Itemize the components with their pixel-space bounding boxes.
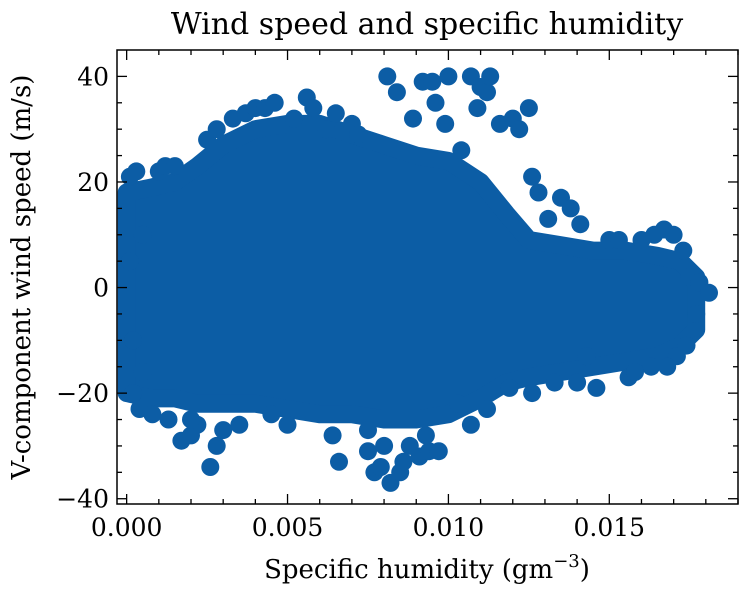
scatter-point — [426, 93, 445, 112]
scatter-point — [571, 215, 590, 234]
scatter-point — [468, 99, 487, 118]
scatter-point — [165, 157, 184, 176]
scatter-points — [120, 67, 718, 492]
scatter-point — [609, 231, 628, 249]
scatter-point — [214, 421, 233, 440]
scatter-point — [359, 421, 377, 440]
x-axis-label-exponent: −3 — [553, 551, 580, 572]
scatter-point — [436, 114, 455, 133]
scatter-point — [404, 109, 422, 128]
axis-ticks: 0.000 0.005 0.010 0.015 −40 −20 0 20 40 — [56, 50, 739, 542]
scatter-point — [207, 436, 226, 455]
y-tick-label: 0 — [93, 274, 109, 303]
scatter-point — [539, 209, 558, 228]
dense-point-cloud — [117, 114, 706, 429]
scatter-point — [371, 458, 390, 476]
scatter-point — [317, 120, 336, 139]
scatter-point — [285, 109, 303, 128]
scatter-point — [262, 405, 281, 424]
scatter-point — [587, 378, 606, 397]
chart-title: Wind speed and specific humidity — [171, 7, 683, 42]
scatter-point — [439, 67, 458, 86]
x-tick-label: 0.000 — [91, 513, 163, 542]
scatter-point — [561, 199, 580, 218]
scatter-point — [394, 452, 413, 471]
x-tick-label: 0.010 — [413, 513, 485, 542]
scatter-point — [182, 410, 200, 429]
scatter-point — [133, 225, 152, 244]
scatter-point — [330, 452, 348, 471]
scatter-point — [449, 394, 468, 413]
scatter-point — [461, 415, 480, 434]
x-axis-label: Specific humidity (gm−3) — [264, 551, 590, 585]
scatter-point — [326, 104, 345, 123]
scatter-point — [143, 405, 162, 424]
scatter-point — [159, 410, 178, 429]
scatter-point — [642, 357, 661, 376]
scatter-point — [523, 384, 542, 403]
scatter-point — [529, 183, 548, 202]
y-tick-label: 20 — [77, 168, 109, 197]
scatter-point — [545, 373, 564, 392]
scatter-point — [375, 436, 394, 455]
x-axis-label-close: ) — [580, 555, 590, 585]
scatter-point — [664, 225, 683, 244]
scatter-point — [568, 373, 587, 392]
scatter-point — [478, 83, 496, 102]
scatter-point — [359, 442, 377, 461]
plot-frame — [116, 49, 739, 505]
scatter-point — [510, 120, 529, 139]
scatter-point — [207, 120, 226, 139]
y-axis-label: V-component wind speed (m/s) — [7, 75, 37, 481]
scatter-point — [523, 167, 542, 186]
scatter-point — [452, 141, 471, 160]
scatter-point — [577, 347, 596, 366]
scatter-point — [265, 93, 284, 112]
scatter-point — [416, 426, 435, 445]
y-tick-label: −20 — [56, 379, 109, 408]
scatter-point — [429, 442, 448, 461]
point-cloud-core — [117, 114, 706, 429]
scatter-point — [519, 99, 538, 118]
x-axis-label-text: Specific humidity (gm — [264, 555, 553, 585]
scatter-point — [700, 283, 718, 302]
scatter-point — [500, 378, 519, 397]
scatter-point — [481, 67, 500, 86]
scatter-point — [127, 162, 146, 181]
scatter-point — [349, 125, 368, 144]
scatter-point — [387, 83, 406, 102]
scatter-point — [674, 241, 693, 260]
x-tick-label: 0.005 — [252, 513, 324, 542]
scatter-point — [230, 415, 249, 434]
scatter-point — [478, 400, 496, 418]
scatter-point — [423, 72, 442, 91]
y-tick-label: 40 — [77, 62, 109, 91]
scatter-point — [323, 426, 342, 445]
scatter-point — [626, 363, 644, 381]
scatter-point — [124, 384, 143, 403]
scatter-point — [133, 363, 152, 381]
scatter-point — [687, 305, 706, 323]
scatter-point — [278, 415, 297, 434]
scatter-point — [378, 67, 397, 86]
x-tick-label: 0.015 — [574, 513, 646, 542]
scatter-point — [124, 331, 143, 350]
scatter-point — [120, 252, 139, 271]
scatter-point — [304, 99, 323, 118]
scatter-point — [658, 357, 677, 376]
y-tick-label: −40 — [56, 485, 109, 514]
scatter-point — [201, 458, 220, 476]
